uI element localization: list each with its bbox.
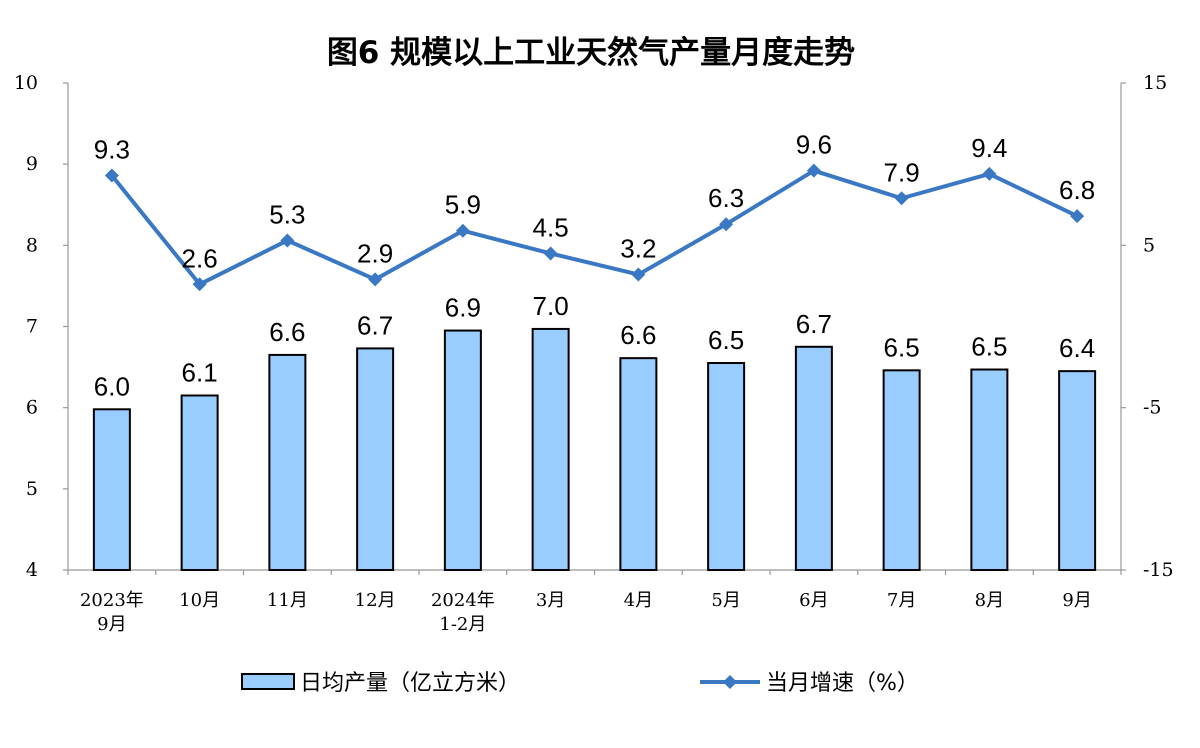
growth-marker [280, 233, 295, 248]
growth-marker [982, 166, 997, 181]
bar [92, 408, 131, 572]
bar [882, 369, 921, 571]
growth-value-label: 6.8 [1059, 175, 1095, 205]
growth-line [110, 168, 1078, 287]
growth-value-label: 9.3 [94, 135, 130, 165]
bar-value-label: 6.5 [884, 332, 920, 362]
bar-value-label: 6.9 [445, 293, 481, 323]
growth-value-label: 7.9 [884, 157, 920, 187]
growth-value-label: 6.3 [708, 183, 744, 213]
x-category-label: 10月 [179, 590, 220, 611]
growth-marker [1070, 209, 1085, 224]
legend-line-marker [723, 675, 737, 689]
growth-value-label: 9.4 [971, 133, 1007, 163]
bar-value-label: 6.5 [708, 325, 744, 355]
right-tick-label: 5 [1143, 234, 1155, 256]
bar [619, 357, 658, 571]
bar-value-label: 6.1 [182, 357, 218, 387]
bar [180, 394, 219, 571]
left-tick-label: 7 [26, 316, 38, 338]
left-tick-label: 9 [26, 153, 38, 175]
x-category-label: 4月 [624, 590, 653, 611]
right-tick-label: -15 [1143, 559, 1174, 581]
legend-bar-swatch [241, 673, 295, 690]
growth-value-label: 5.9 [445, 190, 481, 220]
legend-line-label: 当月增速（%） [766, 671, 919, 696]
x-category-label: 3月 [536, 590, 565, 611]
x-category-label: 2024年 [431, 590, 495, 611]
growth-marker [192, 277, 207, 292]
bar-value-label: 7.0 [533, 291, 569, 321]
bar [970, 368, 1009, 572]
bar-value-label: 6.6 [620, 320, 656, 350]
x-category-label: 2023年 [80, 590, 144, 611]
x-category-label: 7月 [887, 590, 916, 611]
growth-marker [543, 246, 558, 261]
bar [268, 353, 307, 571]
bar [794, 345, 833, 571]
growth-marker [104, 168, 119, 183]
growth-marker [631, 267, 646, 282]
x-category-label: 6月 [799, 590, 828, 611]
growth-marker [719, 217, 734, 232]
bar [356, 347, 395, 572]
growth-value-label: 9.6 [796, 130, 832, 160]
left-tick-label: 10 [14, 72, 38, 94]
growth-marker [368, 272, 383, 287]
legend-bar-label: 日均产量（亿立方米） [300, 671, 520, 696]
growth-value-label: 4.5 [533, 212, 569, 242]
growth-marker [806, 163, 821, 178]
bar [443, 329, 482, 571]
bar-value-label: 6.6 [269, 317, 305, 347]
left-tick-label: 8 [26, 234, 38, 256]
bar [707, 362, 746, 571]
x-category-label: 12月 [355, 590, 396, 611]
right-tick-label: -5 [1143, 397, 1162, 419]
x-category-label: 5月 [711, 590, 740, 611]
bar-value-label: 6.4 [1059, 333, 1095, 363]
bar-value-label: 6.0 [94, 371, 130, 401]
growth-marker [455, 223, 470, 238]
left-tick-label: 4 [26, 559, 38, 581]
right-tick-label: 15 [1143, 72, 1167, 94]
x-category-label: 1-2月 [439, 614, 486, 635]
bar-value-label: 6.7 [796, 309, 832, 339]
x-category-label: 9月 [97, 614, 126, 635]
growth-value-label: 2.6 [182, 243, 218, 273]
bar [1058, 370, 1097, 571]
growth-value-label: 5.3 [269, 199, 305, 229]
growth-marker [894, 191, 909, 206]
bar-value-label: 6.5 [971, 332, 1007, 362]
chart-title: 图6 规模以上工业天然气产量月度走势 [327, 35, 855, 71]
x-category-label: 11月 [267, 590, 308, 611]
left-tick-label: 6 [26, 397, 38, 419]
left-tick-label: 5 [26, 478, 38, 500]
x-category-label: 9月 [1062, 590, 1091, 611]
growth-value-label: 2.9 [357, 238, 393, 268]
x-category-label: 8月 [975, 590, 1004, 611]
growth-value-label: 3.2 [620, 234, 656, 264]
bar [531, 327, 570, 571]
bar-value-label: 6.7 [357, 310, 393, 340]
